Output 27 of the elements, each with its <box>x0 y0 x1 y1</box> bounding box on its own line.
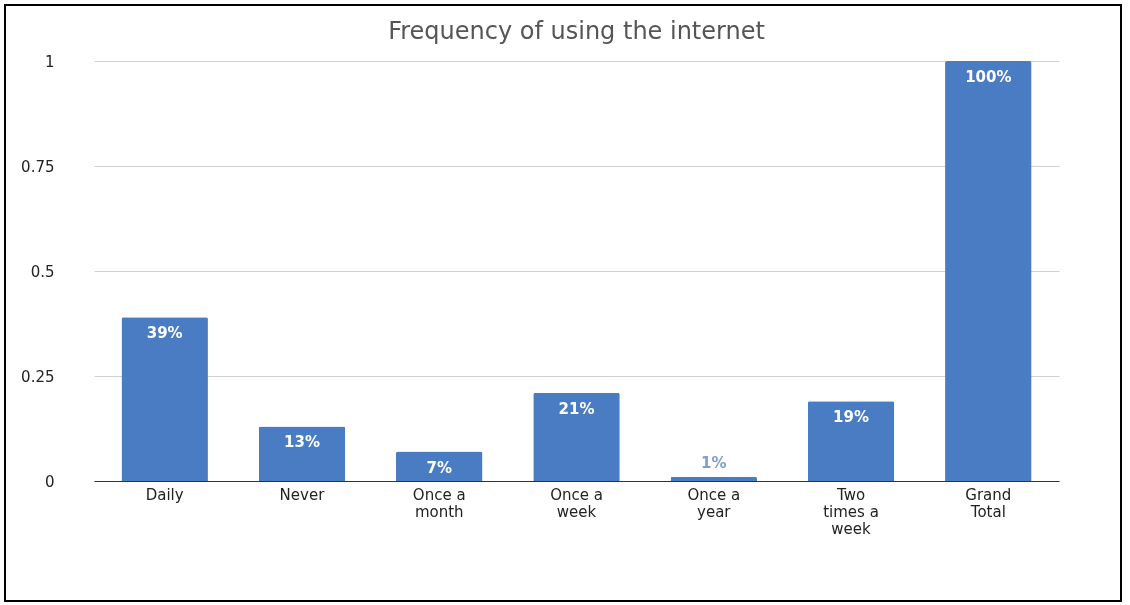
y-tick-label: 0 <box>44 472 55 491</box>
y-tick-label: 1 <box>44 52 55 71</box>
x-tick-label: Once a year <box>687 485 741 521</box>
bar <box>121 317 208 481</box>
bar <box>533 392 620 481</box>
bar <box>807 401 895 481</box>
data-label: 13% <box>284 433 320 452</box>
chart-title: Frequency of using the internet <box>388 17 765 45</box>
x-tick-label: Once a month <box>412 485 466 521</box>
x-tick-label: Two times a week <box>823 485 879 538</box>
x-tick-label: Grand Total <box>965 485 1012 521</box>
y-tick-label: 0.25 <box>21 367 55 386</box>
data-label: 1% <box>701 453 727 472</box>
bar <box>395 451 483 481</box>
x-tick-label: Daily <box>145 485 184 504</box>
bar <box>258 426 346 481</box>
bar <box>945 61 1032 481</box>
data-label: 19% <box>833 408 869 427</box>
data-label: 39% <box>146 324 183 343</box>
x-tick-label: Never <box>279 485 326 504</box>
data-label: 7% <box>426 458 452 477</box>
y-tick-label: 0.5 <box>30 262 55 281</box>
x-tick-label: Once a week <box>550 485 603 521</box>
data-label: 21% <box>558 399 595 418</box>
bar <box>670 476 758 481</box>
y-tick-label: 0.75 <box>21 157 55 176</box>
data-label: 100% <box>965 68 1012 86</box>
